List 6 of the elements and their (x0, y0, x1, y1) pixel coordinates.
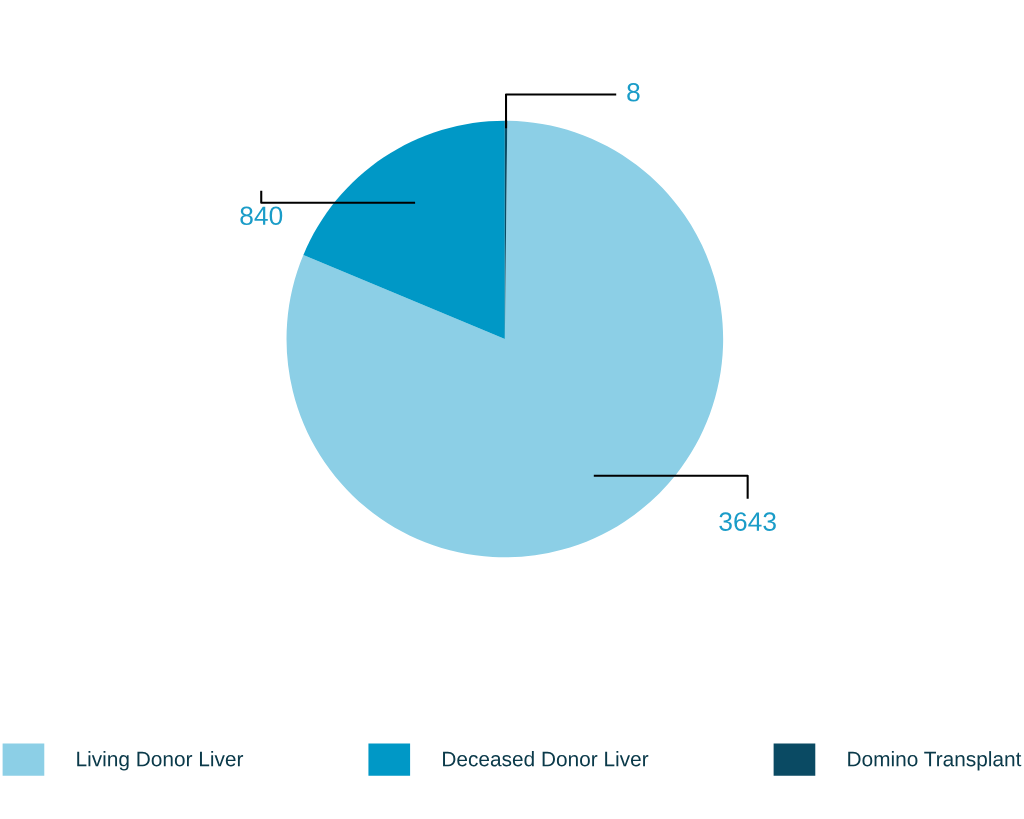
data-label: 8 (627, 82, 640, 102)
legend-label: Deceased Donor Liver (443, 751, 649, 767)
legend-label: Living Donor Liver (77, 751, 244, 771)
data-label: 840 (240, 206, 283, 226)
data-label: 3643 (719, 512, 776, 531)
legend-label: Domino Transplant (848, 751, 1022, 771)
